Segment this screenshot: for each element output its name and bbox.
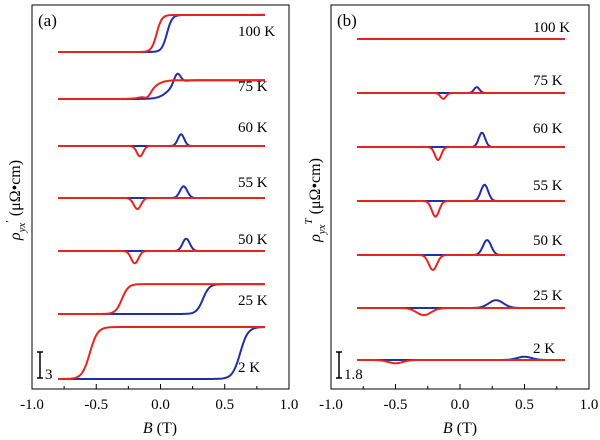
down-sweep-curve — [57, 237, 266, 252]
curve-group — [356, 355, 566, 365]
down-sweep-curve — [57, 72, 266, 100]
temperature-label: 100 K — [238, 24, 275, 40]
scale-bar-label: 3 — [45, 367, 53, 383]
x-tick-label: 0.0 — [151, 397, 170, 413]
temperature-label: 75 K — [238, 79, 268, 95]
up-sweep-curve — [57, 197, 266, 210]
curve-group — [57, 133, 266, 158]
x-tick-label: -1.0 — [319, 397, 343, 413]
x-tick-label: 0.5 — [515, 397, 534, 413]
x-tick-label: 0.5 — [215, 397, 234, 413]
up-sweep-curve — [57, 13, 266, 53]
curve-group — [57, 185, 266, 210]
panel-a-xlabel: B (T) — [143, 420, 177, 437]
curve-group — [57, 283, 266, 315]
panel-b-xlabel: B (T) — [443, 420, 477, 437]
axis-ticks: -1.0 -0.5 0.0 0.5 1.0 -1.0 -0.5 0.0 0.5 1.0 — [20, 384, 598, 413]
scale-bar: 3 — [37, 351, 53, 383]
panel-a-plot: 100 K 75 K 60 K 55 K 50 K 25 K 2 K 3 — [37, 13, 275, 383]
curve-group — [57, 326, 266, 380]
panel-a-label: (a) — [38, 11, 57, 30]
temperature-label: 2 K — [238, 360, 260, 376]
up-sweep-curve — [356, 92, 566, 100]
temperature-label: 50 K — [238, 232, 268, 248]
temperature-label: 25 K — [238, 293, 268, 309]
temperature-label: 55 K — [238, 175, 268, 191]
temperature-label: 60 K — [238, 120, 268, 136]
up-sweep-curve — [57, 283, 266, 315]
temperature-label: 50 K — [533, 233, 563, 249]
curve-group — [57, 72, 266, 100]
temperature-label: 2 K — [533, 341, 555, 357]
down-sweep-curve — [57, 326, 266, 380]
temperature-label: 100 K — [533, 20, 570, 36]
up-sweep-curve — [356, 254, 566, 271]
temperature-label: 55 K — [533, 178, 563, 194]
curve-group — [57, 237, 266, 265]
scale-bar-label: 1.8 — [344, 367, 363, 383]
x-tick-label: 0.0 — [451, 397, 470, 413]
curve-group — [356, 131, 566, 161]
x-tick-label: -0.5 — [84, 397, 108, 413]
scale-bar: 1.8 — [336, 351, 363, 383]
down-sweep-curve — [57, 283, 266, 315]
panel-b-plot: 100 K 75 K 60 K 55 K 50 K 25 K 2 K 1.8 — [336, 20, 570, 383]
up-sweep-curve — [356, 307, 566, 317]
x-tick-label: 1.0 — [580, 397, 599, 413]
curve-group — [356, 299, 566, 317]
down-sweep-curve — [57, 185, 266, 199]
up-sweep-curve — [57, 79, 266, 100]
up-sweep-curve — [356, 146, 566, 161]
curve-group — [356, 86, 566, 100]
temperature-label: 75 K — [533, 73, 563, 89]
x-tick-label: 1.0 — [280, 397, 299, 413]
up-sweep-curve — [356, 200, 566, 218]
x-tick-label: -0.5 — [384, 397, 408, 413]
curve-group — [356, 183, 566, 218]
up-sweep-curve — [57, 326, 266, 380]
panel-a-ylabel: ρyx′ (μΩ•cm) — [4, 160, 28, 241]
temperature-label: 25 K — [533, 288, 563, 304]
panel-b-label: (b) — [337, 11, 357, 30]
up-sweep-curve — [356, 359, 566, 365]
panel-b-frame — [330, 4, 590, 390]
up-sweep-curve — [57, 250, 266, 265]
down-sweep-curve — [57, 133, 266, 147]
up-sweep-curve — [57, 145, 266, 158]
curve-group — [57, 13, 266, 53]
panel-b-ylabel: ρyxT (μΩ•cm) — [303, 158, 328, 243]
x-tick-label: -1.0 — [20, 397, 44, 413]
temperature-label: 60 K — [533, 121, 563, 137]
curve-group — [356, 239, 566, 271]
